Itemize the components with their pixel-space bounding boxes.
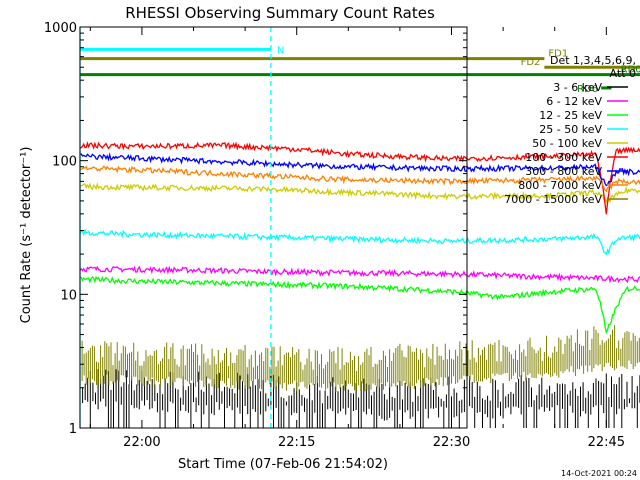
series-segment-0 xyxy=(79,275,640,335)
legend-header: Det 1,3,4,5,6,9, xyxy=(550,54,636,67)
series-300-800-kev xyxy=(79,152,640,187)
flag-label: N xyxy=(277,45,284,56)
flag-rd0: RD0 xyxy=(80,65,640,77)
series-layer xyxy=(79,141,640,428)
x-axis-label: Start Time (07-Feb-06 21:54:02) xyxy=(178,457,388,472)
footer-timestamp: 14-Oct-2021 00:24 xyxy=(561,469,637,478)
flag-label: RD6 xyxy=(577,84,598,95)
legend-label: 25 - 50 keV xyxy=(539,123,602,136)
series-6-12-kev xyxy=(79,265,640,284)
legend-label: 6 - 12 keV xyxy=(546,95,602,108)
series-100-300-kev xyxy=(80,141,640,215)
y-tick-label: 10 xyxy=(60,288,77,303)
x-tick-label: 22:45 xyxy=(588,435,625,450)
legend-label: 12 - 25 keV xyxy=(539,109,602,122)
flag-label: FD1 xyxy=(548,49,568,60)
flag-n: N xyxy=(80,45,284,56)
x-tick-label: 22:30 xyxy=(433,435,470,450)
y-tick-label: 1 xyxy=(69,422,77,437)
legend-label: 800 - 7000 keV xyxy=(518,179,602,192)
series-segment-0 xyxy=(79,265,640,284)
series-segment-0 xyxy=(79,165,640,193)
series-segment-0 xyxy=(79,152,640,187)
x-tick-label: 22:15 xyxy=(278,435,315,450)
flag-fd2: FD2 xyxy=(521,57,640,69)
series-50-100-kev xyxy=(80,182,640,204)
axes: 22:0022:1522:3022:4523:0023:1523:3011010… xyxy=(44,21,625,450)
series-25-50-kev xyxy=(79,228,640,256)
series-12-25-kev xyxy=(79,275,640,335)
legend-label: 50 - 100 keV xyxy=(532,137,602,150)
y-tick-label: 1000 xyxy=(44,21,77,36)
series-segment-0 xyxy=(80,182,640,204)
legend-label: 3 - 6 keV xyxy=(553,81,602,94)
x-tick-label: 22:00 xyxy=(123,435,160,450)
series-segment-0 xyxy=(80,141,640,215)
series-segment-0 xyxy=(79,228,640,256)
legend-label: 100 - 300 keV xyxy=(525,151,602,164)
plot-frame xyxy=(79,26,468,429)
flag-label: RD0 xyxy=(621,65,640,76)
legend-label: 7000 - 15000 keV xyxy=(504,193,602,206)
legend-header: Att 0 xyxy=(610,67,636,80)
flag-rd6: RD6 xyxy=(577,84,612,95)
chart-title: RHESSI Observing Summary Count Rates xyxy=(125,4,435,22)
flag-label: FD2 xyxy=(521,57,541,68)
y-tick-label: 100 xyxy=(52,155,77,170)
legend-label: 300 - 800 keV xyxy=(525,165,602,178)
flag-bars: NSFD1FD2RD0RD6 xyxy=(80,45,640,95)
series-800-7000-kev xyxy=(79,165,640,193)
y-axis-label: Count Rate (s⁻¹ detector⁻¹) xyxy=(19,147,34,324)
